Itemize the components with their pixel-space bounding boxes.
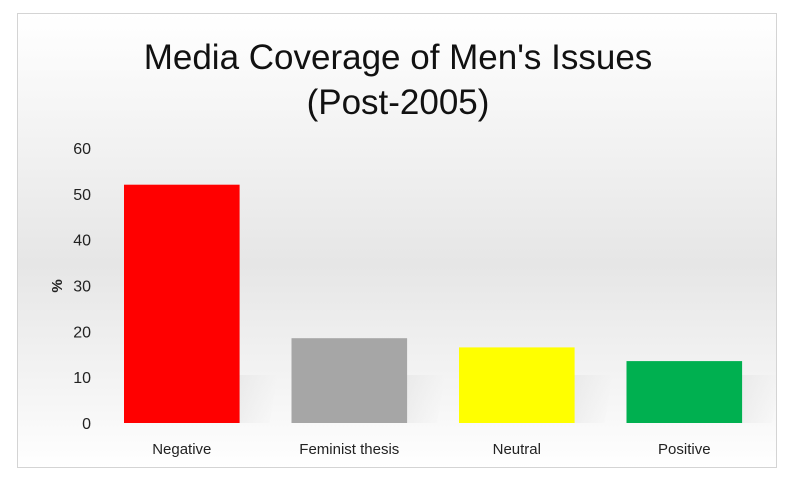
- bar-neutral: [459, 347, 575, 423]
- y-axis-ticks: 0 10 20 30 40 50 60: [73, 141, 91, 433]
- y-axis-label: %: [49, 279, 66, 292]
- x-tick-label: Negative: [152, 441, 211, 458]
- bar-positive: [626, 361, 743, 423]
- y-tick-label: 40: [73, 233, 91, 250]
- x-tick-label: Neutral: [493, 441, 541, 458]
- bar-chart: Media Coverage of Men's Issues (Post-200…: [18, 14, 776, 467]
- x-tick-label: Feminist thesis: [299, 441, 399, 458]
- y-tick-label: 10: [73, 370, 91, 387]
- chart-title-line-2: (Post-2005): [307, 83, 490, 122]
- y-tick-label: 30: [73, 279, 91, 296]
- y-tick-label: 20: [73, 324, 91, 341]
- x-axis-categories: Negative Feminist thesis Neutral Positive: [152, 441, 710, 458]
- x-tick-label: Positive: [658, 441, 711, 458]
- bar-negative: [124, 184, 240, 423]
- chart-frame: Media Coverage of Men's Issues (Post-200…: [17, 13, 777, 468]
- chart-title-line-1: Media Coverage of Men's Issues: [144, 38, 653, 77]
- bar-feminist-thesis: [291, 338, 408, 423]
- bars: [124, 184, 743, 423]
- y-tick-label: 50: [73, 187, 91, 204]
- y-tick-label: 0: [82, 416, 91, 433]
- y-tick-label: 60: [73, 141, 91, 158]
